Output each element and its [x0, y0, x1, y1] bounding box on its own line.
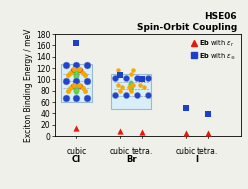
FancyBboxPatch shape: [111, 74, 151, 109]
Ellipse shape: [129, 81, 133, 91]
Point: [184, 106, 188, 109]
FancyBboxPatch shape: [61, 64, 92, 102]
Point: [118, 73, 122, 76]
Text: HSE06
Spin-Orbit Coupling: HSE06 Spin-Orbit Coupling: [137, 12, 237, 32]
Point: [140, 130, 144, 133]
Point: [118, 129, 122, 132]
Text: cubic: cubic: [110, 147, 130, 156]
Point: [74, 41, 78, 44]
Point: [74, 126, 78, 129]
Text: cubic: cubic: [66, 147, 87, 156]
Text: I: I: [195, 155, 198, 164]
Point: [206, 132, 210, 135]
Ellipse shape: [74, 85, 79, 94]
Ellipse shape: [74, 70, 79, 79]
Text: tetra.: tetra.: [197, 147, 218, 156]
Y-axis label: Exciton Binding Energy / meV: Exciton Binding Energy / meV: [24, 28, 33, 142]
Text: cubic: cubic: [176, 147, 196, 156]
Text: Cl: Cl: [72, 155, 81, 164]
Text: tetra.: tetra.: [131, 147, 153, 156]
Point: [184, 131, 188, 134]
Point: [140, 78, 144, 81]
Point: [206, 112, 210, 115]
Legend: $\mathbf{Eb}$ with $\varepsilon_r$, $\mathbf{Eb}$ with $\varepsilon_\infty$: $\mathbf{Eb}$ with $\varepsilon_r$, $\ma…: [190, 37, 237, 62]
Text: Br: Br: [126, 155, 136, 164]
